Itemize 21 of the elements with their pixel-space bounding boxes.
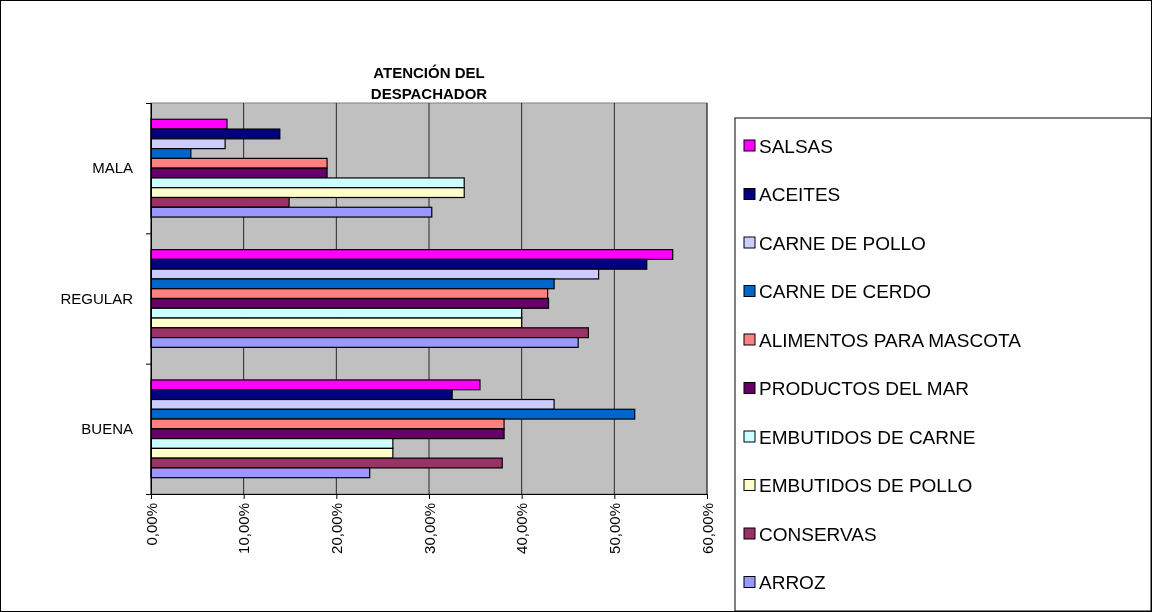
y-tick-label: BUENA <box>81 420 133 438</box>
x-tick-label: 40,00% <box>513 503 531 554</box>
legend-label: SALSAS <box>759 135 833 157</box>
legend-label: EMBUTIDOS DE POLLO <box>759 475 973 497</box>
chart-title: ATENCIÓN DEL DESPACHADOR <box>370 64 488 102</box>
legend-label: ACEITES <box>759 184 841 206</box>
legend-label: CONSERVAS <box>759 523 877 545</box>
x-tick-label: 30,00% <box>420 503 438 554</box>
x-tick-label: 10,00% <box>235 503 253 554</box>
x-tick-label: 60,00% <box>698 503 716 554</box>
y-tick-label: REGULAR <box>60 289 134 307</box>
legend-label: CARNE DE CERDO <box>759 281 932 303</box>
x-tick-label: 20,00% <box>328 503 346 554</box>
legend-label: PRODUCTOS DEL MAR <box>759 378 970 400</box>
legend-label: ARROZ <box>759 572 826 594</box>
legend-label: ALIMENTOS PARA MASCOTA <box>759 329 1022 351</box>
x-tick-label: 50,00% <box>606 503 624 554</box>
legend-label: EMBUTIDOS DE CARNE <box>759 426 976 448</box>
legend-label: CARNE DE POLLO <box>759 232 926 254</box>
x-tick-label: 0,00% <box>142 503 160 546</box>
y-tick-label: MALA <box>92 159 133 177</box>
